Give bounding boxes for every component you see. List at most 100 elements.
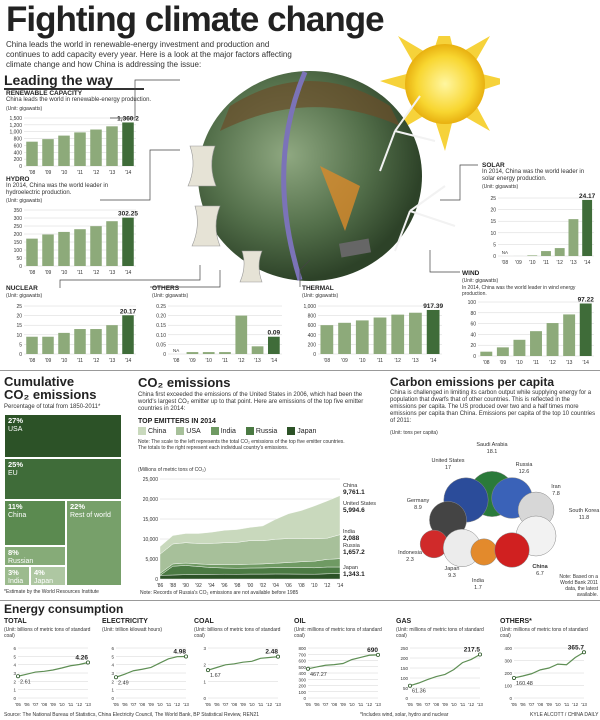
bar bbox=[219, 352, 231, 354]
x-tick-label: '09 bbox=[50, 702, 56, 707]
y-tick-label: 300 bbox=[504, 659, 512, 664]
x-tick-label: '09 bbox=[240, 702, 246, 707]
co2-intro: China first exceeded the emissions of th… bbox=[138, 392, 364, 412]
bar bbox=[582, 199, 593, 256]
x-tick-label: '14 bbox=[271, 358, 278, 364]
x-tick-label: '05 bbox=[205, 702, 211, 707]
bar bbox=[251, 346, 264, 354]
na-label: NA bbox=[502, 250, 508, 255]
treemap-russia: 8%Russian Federation bbox=[4, 546, 66, 573]
x-tick-label: '12 bbox=[549, 360, 556, 366]
bubble-value: 9.3 bbox=[448, 573, 456, 579]
start-point bbox=[407, 683, 412, 688]
bar bbox=[579, 303, 592, 356]
x-tick-label: '05 bbox=[15, 702, 21, 707]
x-tick-label: '06 bbox=[314, 702, 320, 707]
energy-line bbox=[115, 655, 187, 678]
bubble-label: Iran bbox=[551, 484, 560, 490]
y-tick-label: 0 bbox=[405, 696, 408, 701]
bar bbox=[186, 352, 199, 354]
bar bbox=[58, 135, 70, 166]
bubble-label: United States bbox=[431, 458, 464, 464]
y-tick-label: 200 bbox=[14, 157, 23, 163]
x-tick-label: '09 bbox=[515, 260, 522, 266]
nuclear-unit: (Unit: gigawatts) bbox=[6, 293, 43, 299]
bar bbox=[267, 336, 280, 354]
x-tick-label: '14 bbox=[125, 358, 132, 364]
bar bbox=[426, 309, 440, 354]
y-tick-label: 20 bbox=[16, 314, 22, 320]
bar bbox=[122, 217, 134, 266]
treemap-india: 3% India bbox=[4, 566, 30, 586]
x-tick-label: '14 bbox=[582, 360, 589, 366]
y-tick-label: 50 bbox=[403, 686, 409, 691]
bubble-label: India bbox=[472, 578, 485, 584]
others-unit: (Unit: gigawatts) bbox=[152, 293, 189, 299]
cumulative-treemap: 27% USA 25% EU 11% China 22% Rest of world 8… bbox=[4, 414, 122, 586]
x-tick-label: '00 bbox=[247, 583, 254, 589]
x-tick-label: '06 bbox=[24, 702, 30, 707]
y-tick-label: 0 bbox=[203, 696, 206, 701]
bubble-label: Russia bbox=[516, 462, 534, 468]
y-tick-label: 0.15 bbox=[156, 323, 166, 329]
x-tick-label: '10 bbox=[555, 702, 561, 707]
bar bbox=[106, 221, 118, 266]
thermal-chart: 0 200 400 600 800 1,000 '08 '09 '10 '11 '12 '13 '14 9… bbox=[303, 303, 443, 364]
thermal-unit: (Unit: gigawatts) bbox=[302, 293, 339, 299]
bar bbox=[202, 352, 215, 354]
x-tick-label: '10 bbox=[451, 702, 457, 707]
x-tick-label: '11 bbox=[358, 702, 364, 707]
energy-unit-4: (Unit: millions of metric tons of standa… bbox=[396, 627, 484, 639]
value-label: 20.17 bbox=[120, 308, 137, 315]
start-point bbox=[205, 668, 210, 673]
bubble-label: Indonesia bbox=[398, 550, 423, 556]
end-point bbox=[376, 652, 381, 657]
y-tick-label: 300 bbox=[298, 677, 306, 682]
treemap-usa: 27% USA bbox=[4, 414, 122, 458]
co2-area-chart: 0 5,000 10,000 15,000 20,000 25,000 '86 '88 '90 '… bbox=[143, 477, 377, 589]
bubble-value: 7.8 bbox=[552, 491, 560, 497]
cumulative-subtitle: Percentage of total from 1850-2011* bbox=[4, 404, 101, 410]
hydro-title: HYDRO bbox=[6, 176, 30, 183]
start-label: 467.27 bbox=[310, 672, 327, 678]
x-tick-label: '13 bbox=[275, 702, 281, 707]
energy-unit-0: (Unit: billions of metric tons of standa… bbox=[4, 627, 91, 639]
x-tick-label: '09 bbox=[189, 358, 196, 364]
y-tick-label: 1,000 bbox=[9, 130, 22, 136]
start-point bbox=[15, 674, 20, 679]
value-label: 1,360.2 bbox=[117, 115, 139, 122]
y-tick-label: 2 bbox=[13, 679, 16, 684]
y-tick-label: 60 bbox=[470, 322, 476, 328]
bar bbox=[554, 248, 565, 256]
y-tick-label: 3 bbox=[203, 646, 206, 651]
value-label: 917.39 bbox=[423, 303, 443, 310]
y-tick-label: 0.20 bbox=[156, 314, 166, 320]
y-tick-label: 5 bbox=[111, 654, 114, 659]
energy-title-0: TOTAL bbox=[4, 618, 27, 625]
wind-subtitle: In 2014, China was the world leader in w… bbox=[462, 285, 576, 297]
x-tick-label: '13 bbox=[566, 360, 573, 366]
y-tick-label: 100 bbox=[468, 300, 477, 306]
others-footnote: *Includes wind, solar, hydro and nuclear bbox=[360, 712, 449, 718]
x-tick-label: '08 bbox=[29, 358, 36, 364]
y-tick-label: 1,000 bbox=[303, 304, 316, 310]
bar bbox=[74, 329, 86, 354]
x-tick-label: '14 bbox=[430, 358, 437, 364]
wind-unit: (Unit: gigawatts) bbox=[462, 278, 499, 284]
x-tick-label: '13 bbox=[412, 358, 419, 364]
end-point bbox=[582, 650, 587, 655]
x-tick-label: '13 bbox=[183, 702, 189, 707]
x-tick-label: '11 bbox=[543, 260, 549, 266]
bubble-value: 2.3 bbox=[406, 557, 414, 563]
y-tick-label: 20 bbox=[470, 343, 476, 349]
end-label-name: Russia bbox=[343, 543, 361, 549]
x-tick-label: '08 bbox=[29, 270, 36, 276]
energy-chart-2: 0 1 2 3 1.67 2.48 '05'06'07'08'09'10'11'12'13 bbox=[203, 646, 281, 707]
y-tick-label: 10 bbox=[490, 231, 496, 237]
bar bbox=[563, 314, 576, 356]
bubble-value: 6.7 bbox=[536, 571, 544, 577]
end-label-value: 1,657.2 bbox=[343, 549, 365, 556]
renewable-title: RENEWABLE CAPACITY bbox=[6, 90, 83, 97]
y-tick-label: 10 bbox=[16, 333, 22, 339]
